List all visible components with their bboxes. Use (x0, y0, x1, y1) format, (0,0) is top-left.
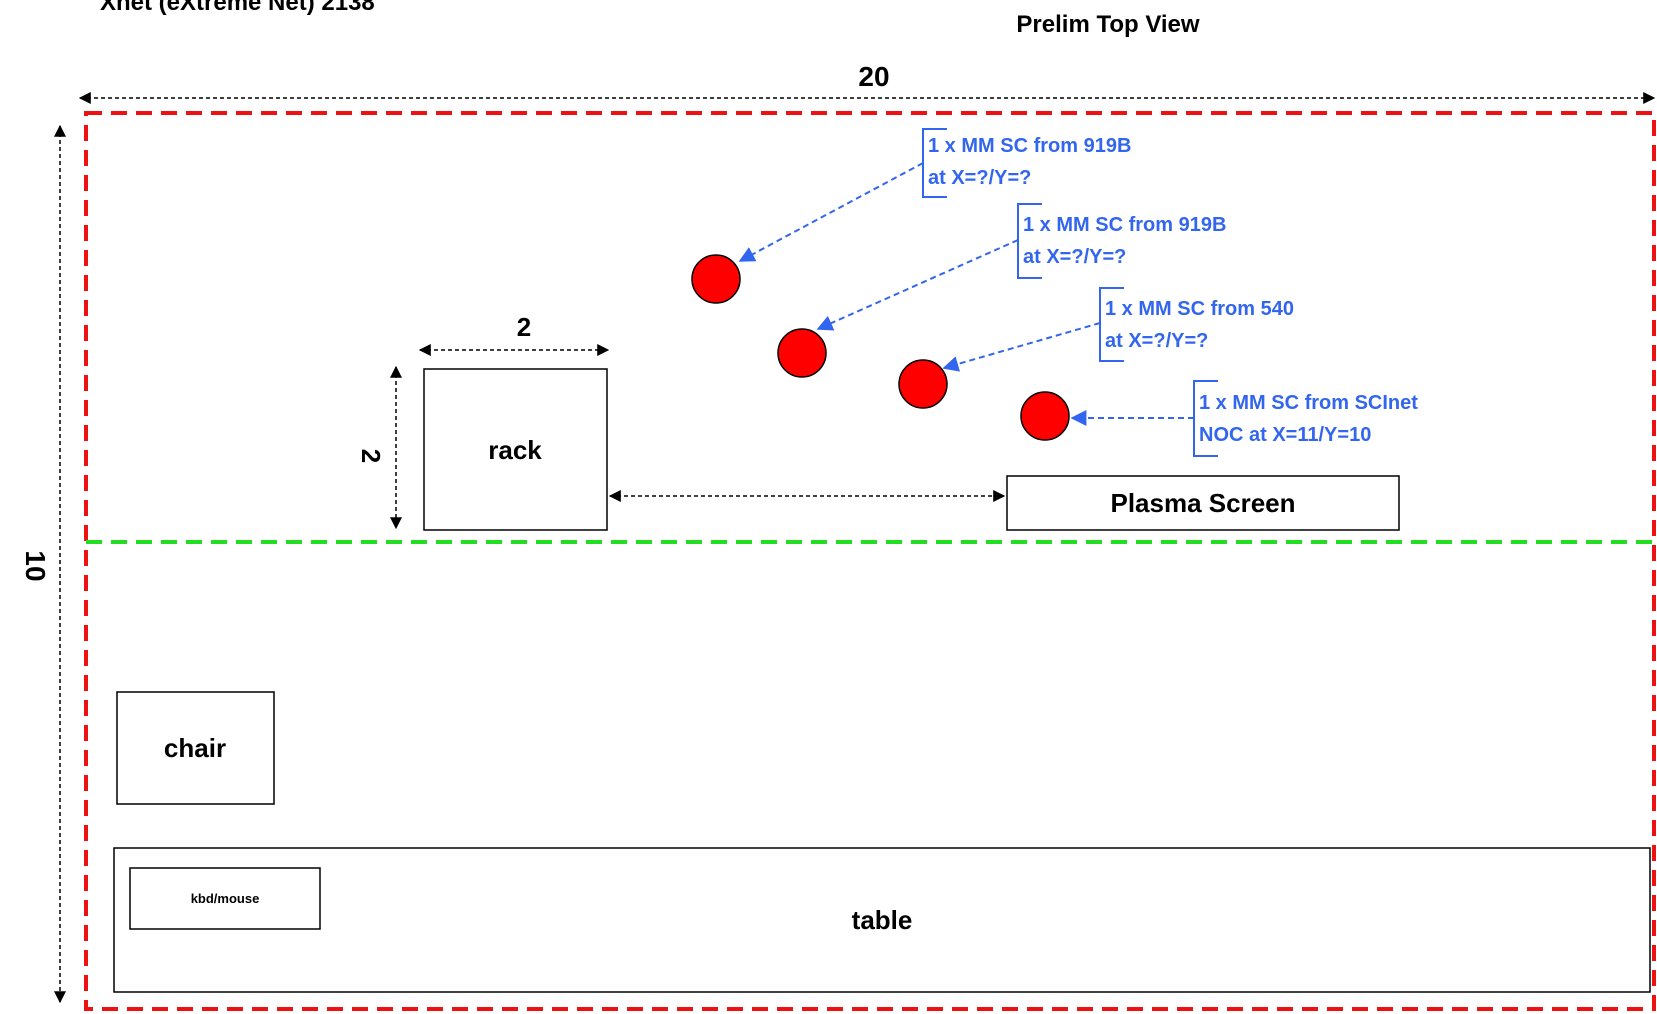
kbd-mouse-label: kbd/mouse (191, 891, 260, 906)
fiber-drop-point (691, 254, 741, 304)
view-subtitle: Prelim Top View (1016, 11, 1199, 38)
width-dimension-label: 20 (858, 61, 889, 92)
table-box (113, 847, 1651, 993)
callout-arrow (738, 162, 924, 262)
callout-text-line2: at X=?/Y=? (1105, 330, 1208, 352)
plasma-screen-label: Plasma Screen (1110, 488, 1295, 518)
callout-text-line2: at X=?/Y=? (1023, 246, 1126, 268)
chair-label: chair (164, 733, 226, 763)
callout-arrow (816, 239, 1019, 331)
kbd-mouse-box (129, 867, 321, 930)
chair-box (116, 691, 275, 805)
callout-text-line2: NOC at X=11/Y=10 (1199, 424, 1371, 446)
callout-arrow (942, 322, 1101, 372)
fiber-drop-point (898, 359, 948, 409)
plasma-screen-box (1006, 475, 1400, 531)
callout-text-line2: at X=?/Y=? (928, 167, 1031, 189)
fiber-drop-point (777, 328, 827, 378)
callout-text-line1: 1 x MM SC from 919B (928, 135, 1131, 157)
rack-label: rack (488, 435, 542, 465)
rack-width-label: 2 (517, 312, 531, 342)
height-dimension-label: 10 (20, 550, 51, 581)
rack-height-label: 2 (356, 449, 386, 463)
page-title: Xnet (eXtreme Net) 2138 (100, 0, 375, 16)
booth-boundary (84, 111, 1656, 1011)
callout-bracket (1099, 287, 1124, 362)
callout-text-line1: 1 x MM SC from 540 (1105, 298, 1294, 320)
rack-box (423, 368, 608, 531)
callout-text-line1: 1 x MM SC from SCInet (1199, 392, 1418, 414)
table-label: table (852, 905, 913, 935)
fiber-drop-point (1020, 391, 1070, 441)
callout-text-line1: 1 x MM SC from 919B (1023, 214, 1226, 236)
